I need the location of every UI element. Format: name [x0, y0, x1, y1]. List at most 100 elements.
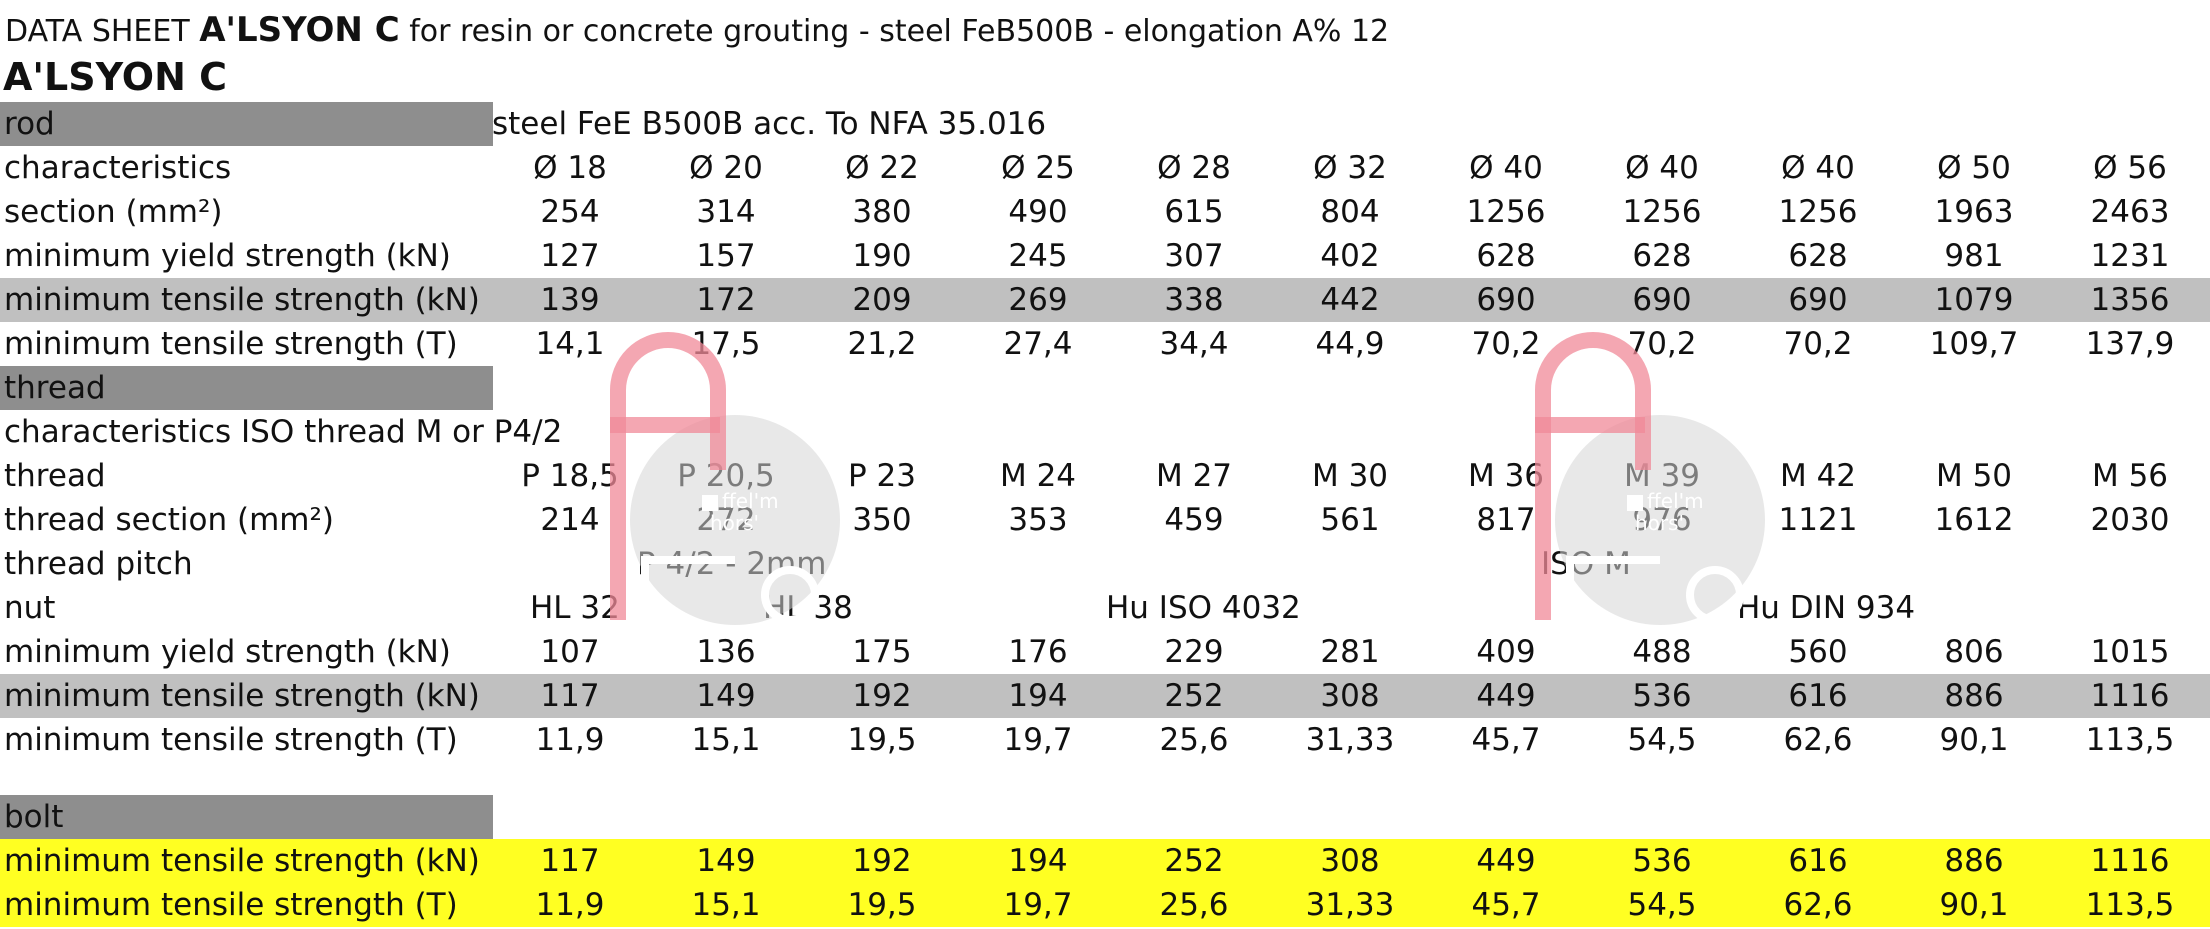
- table-cell: 70,2: [1471, 326, 1541, 362]
- table-cell: 15,1: [691, 887, 761, 923]
- table-cell: M 56: [2091, 458, 2169, 494]
- nut-note-hl32: HL 32: [530, 590, 620, 626]
- table-cell: 21,2: [847, 326, 917, 362]
- table-cell: 117: [540, 843, 600, 879]
- table-cell: 536: [1632, 843, 1692, 879]
- table-cell: 2463: [2090, 194, 2170, 230]
- title-suffix: for resin or concrete grouting - steel F…: [409, 14, 1390, 49]
- rod-header-label: rod: [4, 106, 55, 142]
- table-cell: Ø 32: [1313, 150, 1387, 186]
- table-cell: 886: [1944, 678, 2004, 714]
- table-cell: 90,1: [1939, 887, 2009, 923]
- table-cell: 19,7: [1003, 887, 1073, 923]
- table-row: minimum yield strength (kN) 107 136 175 176 2…: [0, 630, 2210, 674]
- table-cell: 886: [1944, 843, 2004, 879]
- table-cell: 459: [1164, 502, 1224, 538]
- table-cell: M 50: [1935, 458, 2013, 494]
- table-cell: 107: [540, 634, 600, 670]
- table-cell: P 18,5: [521, 458, 619, 494]
- nut-note-hl38: HL 38: [763, 590, 853, 626]
- table-cell: 561: [1320, 502, 1380, 538]
- table-row: minimum tensile strength (T) 11,9 15,1 19,5…: [0, 718, 2210, 762]
- document-title: DATA SHEET A'LSYON C for resin or concre…: [5, 8, 1389, 54]
- table-cell: 308: [1320, 678, 1380, 714]
- table-cell: Ø 50: [1937, 150, 2011, 186]
- document-subtitle: A'LSYON C: [3, 55, 228, 99]
- table-cell: 1256: [1466, 194, 1546, 230]
- table-cell: 214: [540, 502, 600, 538]
- thread-pitch-label: thread pitch: [4, 546, 193, 582]
- table-cell: 44,9: [1315, 326, 1385, 362]
- table-cell: 62,6: [1783, 887, 1853, 923]
- table-cell: 1256: [1778, 194, 1858, 230]
- table-cell: 1121: [1778, 502, 1858, 538]
- table-cell: 2030: [2090, 502, 2170, 538]
- table-cell: 194: [1008, 678, 1068, 714]
- table-cell: 1079: [1934, 282, 2014, 318]
- table-row: minimum yield strength (kN) 127 157 190 245 3…: [0, 234, 2210, 278]
- table-cell: 353: [1008, 502, 1068, 538]
- table-cell: 1963: [1934, 194, 2014, 230]
- table-cell: 172: [696, 282, 756, 318]
- table-cell: 616: [1788, 843, 1848, 879]
- table-cell: 981: [1944, 238, 2004, 274]
- table-row: minimum tensile strength (kN) 139 172 209 26…: [0, 278, 2210, 322]
- thread-pitch-row: thread pitch P 4/2 - 2mm ISO M: [0, 542, 2210, 586]
- table-cell: 176: [1008, 634, 1068, 670]
- table-cell: 1116: [2090, 678, 2170, 714]
- title-brand: A'LSYON C: [199, 10, 400, 50]
- table-cell: 19,5: [847, 722, 917, 758]
- table-cell: 31,33: [1305, 887, 1395, 923]
- table-cell: 628: [1632, 238, 1692, 274]
- table-cell: 1116: [2090, 843, 2170, 879]
- table-cell: 628: [1788, 238, 1848, 274]
- table-cell: 19,5: [847, 887, 917, 923]
- row-label: minimum yield strength (kN): [4, 634, 451, 670]
- table-cell: 175: [852, 634, 912, 670]
- table-cell: 11,9: [535, 722, 605, 758]
- table-cell: 254: [540, 194, 600, 230]
- table-row: minimum tensile strength (kN) 117 149 192 19…: [0, 839, 2210, 883]
- table-cell: 690: [1632, 282, 1692, 318]
- table-cell: 804: [1320, 194, 1380, 230]
- thread-header-label: thread: [4, 370, 106, 406]
- table-cell: 281: [1320, 634, 1380, 670]
- table-cell: 490: [1008, 194, 1068, 230]
- table-cell: 690: [1788, 282, 1848, 318]
- table-cell: 34,4: [1159, 326, 1229, 362]
- bolt-header-label: bolt: [4, 799, 64, 835]
- table-cell: 272: [696, 502, 756, 538]
- bolt-section-header: bolt: [0, 795, 493, 839]
- table-cell: 136: [696, 634, 756, 670]
- table-cell: 113,5: [2085, 722, 2175, 758]
- table-cell: 252: [1164, 843, 1224, 879]
- table-row: minimum tensile strength (kN) 117 149 192 19…: [0, 674, 2210, 718]
- table-cell: Ø 18: [533, 150, 607, 186]
- table-cell: 449: [1476, 678, 1536, 714]
- table-cell: 806: [1944, 634, 2004, 670]
- row-label: minimum tensile strength (T): [4, 722, 458, 758]
- row-label: minimum tensile strength (kN): [4, 678, 480, 714]
- table-cell: Ø 56: [2093, 150, 2167, 186]
- table-cell: 127: [540, 238, 600, 274]
- table-cell: 409: [1476, 634, 1536, 670]
- table-cell: 488: [1632, 634, 1692, 670]
- table-cell: 1231: [2090, 238, 2170, 274]
- table-cell: 615: [1164, 194, 1224, 230]
- table-cell: Ø 40: [1625, 150, 1699, 186]
- title-prefix: DATA SHEET: [5, 14, 190, 49]
- table-cell: 139: [540, 282, 600, 318]
- row-label: section (mm²): [4, 194, 223, 230]
- pitch-note-p42: P 4/2 - 2mm: [637, 546, 827, 582]
- table-cell: 194: [1008, 843, 1068, 879]
- table-cell: 442: [1320, 282, 1380, 318]
- table-cell: 137,9: [2085, 326, 2175, 362]
- table-cell: Ø 22: [845, 150, 919, 186]
- row-label: characteristics: [4, 150, 232, 186]
- table-cell: 15,1: [691, 722, 761, 758]
- nut-note-hu-iso: Hu ISO 4032: [1106, 590, 1301, 626]
- thread-characteristics-row: characteristics ISO thread M or P4/2: [0, 410, 2210, 454]
- table-cell: 190: [852, 238, 912, 274]
- table-cell: 560: [1788, 634, 1848, 670]
- row-label: thread: [4, 458, 106, 494]
